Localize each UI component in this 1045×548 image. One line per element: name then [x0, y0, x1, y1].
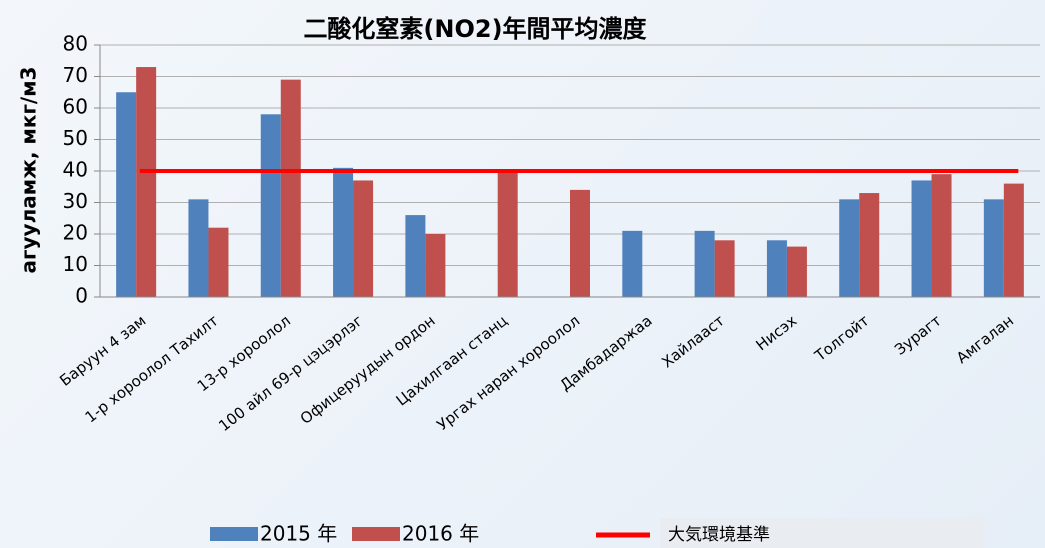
bar: [786, 246, 807, 297]
legend-label: 2015 年: [260, 522, 337, 546]
x-tick-label: 100 айл 69-р цэцэрлэг: [215, 311, 366, 435]
y-axis-label: агууламж, мкг/м3: [17, 67, 41, 274]
x-tick-label: Ургах наран хороолол: [433, 312, 583, 435]
legend-swatch: [352, 527, 400, 541]
x-tick-label: Нисэх: [753, 311, 801, 354]
y-tick-label: 30: [63, 189, 88, 213]
bar: [188, 199, 209, 297]
bar: [622, 230, 643, 297]
bar: [714, 240, 735, 297]
bar: [116, 92, 137, 297]
x-tick-label: Хайлааст: [658, 311, 728, 371]
bar: [260, 114, 281, 297]
y-tick-label: 40: [63, 158, 88, 182]
x-tick-label: Амгалан: [953, 312, 1017, 368]
y-tick-label: 50: [63, 126, 88, 150]
bar: [766, 240, 787, 297]
bar: [931, 174, 952, 297]
bar: [353, 180, 374, 297]
x-tick-label: Зурагт: [891, 311, 945, 358]
y-tick-label: 70: [63, 63, 88, 87]
x-tick-label: 1-р хороолол Тахилт: [82, 311, 222, 426]
bar: [694, 230, 715, 297]
legend-swatch: [210, 527, 258, 541]
y-tick-label: 0: [75, 284, 88, 308]
legend-label: 大気環境基準: [668, 525, 770, 545]
bar: [1003, 183, 1024, 297]
bar: [280, 79, 301, 298]
legend-label: 2016 年: [402, 522, 479, 546]
y-tick-label: 80: [63, 32, 88, 56]
y-tick-label: 60: [63, 95, 88, 119]
bar: [425, 234, 446, 297]
bar: [570, 189, 590, 297]
bar: [983, 199, 1004, 297]
bar: [136, 67, 157, 297]
bar: [208, 227, 229, 297]
bar: [859, 193, 880, 297]
chart-title: 二酸化窒素(NO2)年間平均濃度: [303, 15, 647, 43]
bar: [405, 215, 426, 297]
legend-box: [660, 518, 985, 548]
y-tick-label: 10: [63, 252, 88, 276]
bar: [911, 180, 932, 297]
bar: [333, 167, 354, 297]
y-tick-label: 20: [63, 221, 88, 245]
x-tick-label: Толгойт: [811, 311, 873, 365]
x-tick-label: Офицеруудын ордон: [297, 312, 439, 428]
bar: [839, 199, 860, 297]
bar: [497, 171, 518, 297]
